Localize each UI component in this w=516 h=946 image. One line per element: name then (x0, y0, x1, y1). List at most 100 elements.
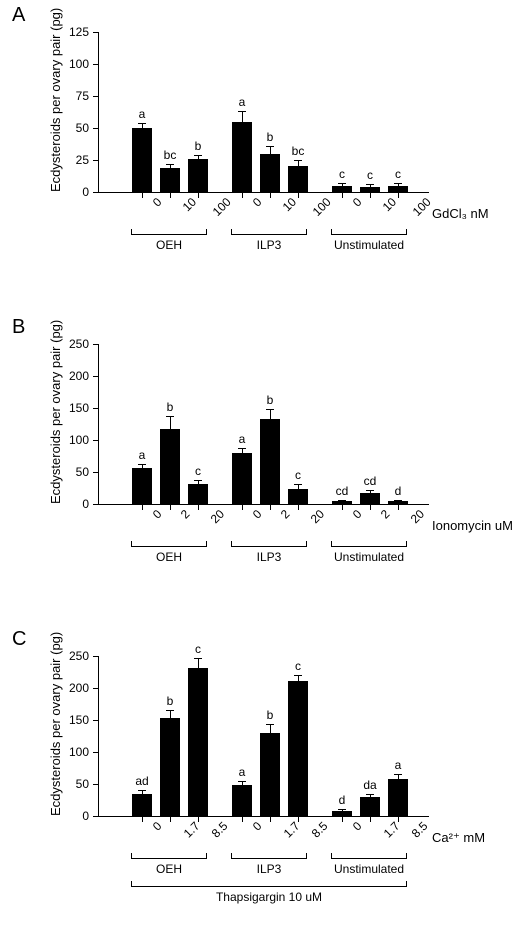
significance-label: c (357, 168, 383, 182)
error-cap (266, 146, 274, 147)
significance-label: b (257, 130, 283, 144)
significance-label: b (257, 393, 283, 407)
bar (188, 159, 208, 192)
group-bracket-end (131, 853, 132, 859)
significance-label: b (185, 139, 211, 153)
error-cap (194, 155, 202, 156)
bar (132, 128, 152, 192)
group-bracket (131, 858, 207, 859)
group-bracket-end (206, 541, 207, 547)
panel-label-C: C (12, 628, 26, 651)
bar (288, 681, 308, 816)
xtick (298, 816, 299, 822)
significance-label: bc (285, 144, 311, 158)
panel-label-A: A (12, 4, 25, 27)
significance-label: c (185, 642, 211, 656)
ytick-label: 200 (69, 681, 99, 695)
xtick (142, 192, 143, 198)
xtick (198, 504, 199, 510)
xtick (198, 192, 199, 198)
xtick-label: 10 (177, 192, 199, 214)
xtick-label: 100 (407, 192, 434, 219)
group-bracket-end (406, 541, 407, 547)
xtick-label: 0 (147, 816, 164, 833)
significance-label: a (129, 448, 155, 462)
bar (260, 154, 280, 192)
xtick (270, 504, 271, 510)
ytick-label: 200 (69, 369, 99, 383)
bar (188, 668, 208, 816)
significance-label: b (257, 708, 283, 722)
group-bracket-end (406, 853, 407, 859)
group-bracket-end (206, 229, 207, 235)
error-cap (266, 724, 274, 725)
xtick (370, 504, 371, 510)
significance-label: c (285, 468, 311, 482)
group-bracket-end (231, 229, 232, 235)
error-cap (138, 464, 146, 465)
significance-label: a (385, 758, 411, 772)
xtick (242, 504, 243, 510)
significance-label: cd (357, 474, 383, 488)
group-bracket (131, 234, 207, 235)
outer-bracket-end (406, 881, 407, 887)
xtick-label: 0 (347, 192, 364, 209)
ytick-label: 75 (76, 89, 99, 103)
xtick (370, 192, 371, 198)
xtick-label: 20 (305, 504, 327, 526)
error-bar (170, 416, 171, 429)
ytick-label: 25 (76, 153, 99, 167)
error-cap (294, 675, 302, 676)
error-cap (194, 658, 202, 659)
bar (232, 122, 252, 192)
bar (260, 419, 280, 504)
xtick-label: 0 (147, 192, 164, 209)
xtick (270, 192, 271, 198)
xtick-label: 2 (175, 504, 192, 521)
group-bracket-end (306, 229, 307, 235)
significance-label: da (357, 778, 383, 792)
group-bracket (131, 546, 207, 547)
error-cap (338, 500, 346, 501)
bar (132, 794, 152, 816)
outer-bracket-end (131, 881, 132, 887)
significance-label: ad (129, 774, 155, 788)
xtick (398, 816, 399, 822)
error-cap (238, 781, 246, 782)
significance-label: cd (329, 484, 355, 498)
xtick-label: 0 (247, 816, 264, 833)
significance-label: a (229, 432, 255, 446)
xtick-label: 20 (205, 504, 227, 526)
error-bar (242, 111, 243, 121)
xtick-label: 8.5 (306, 816, 331, 841)
error-cap (294, 160, 302, 161)
group-bracket-end (131, 541, 132, 547)
group-bracket (231, 858, 307, 859)
significance-label: d (385, 484, 411, 498)
xtick-label: 100 (307, 192, 334, 219)
xtick (342, 192, 343, 198)
error-bar (270, 146, 271, 154)
group-bracket (331, 858, 407, 859)
error-cap (166, 710, 174, 711)
error-cap (394, 500, 402, 501)
group-label: OEH (131, 550, 207, 564)
xtick (298, 504, 299, 510)
group-label: Unstimulated (331, 238, 407, 252)
group-label: ILP3 (231, 238, 307, 252)
y-axis-label: Ecdysteroids per ovary pair (pg) (48, 320, 63, 504)
group-bracket (331, 546, 407, 547)
bar (160, 718, 180, 816)
xtick-label: 0 (247, 192, 264, 209)
bar (188, 484, 208, 504)
bar (288, 489, 308, 504)
xtick (142, 504, 143, 510)
error-cap (338, 809, 346, 810)
group-bracket-end (306, 853, 307, 859)
figure-root: A0255075100125a0bc10b100a0b10bc100c0c10c… (0, 0, 516, 946)
y-axis-label: Ecdysteroids per ovary pair (pg) (48, 8, 63, 192)
xtick (370, 816, 371, 822)
error-bar (270, 409, 271, 419)
ytick-label: 50 (76, 777, 99, 791)
ytick-label: 50 (76, 121, 99, 135)
